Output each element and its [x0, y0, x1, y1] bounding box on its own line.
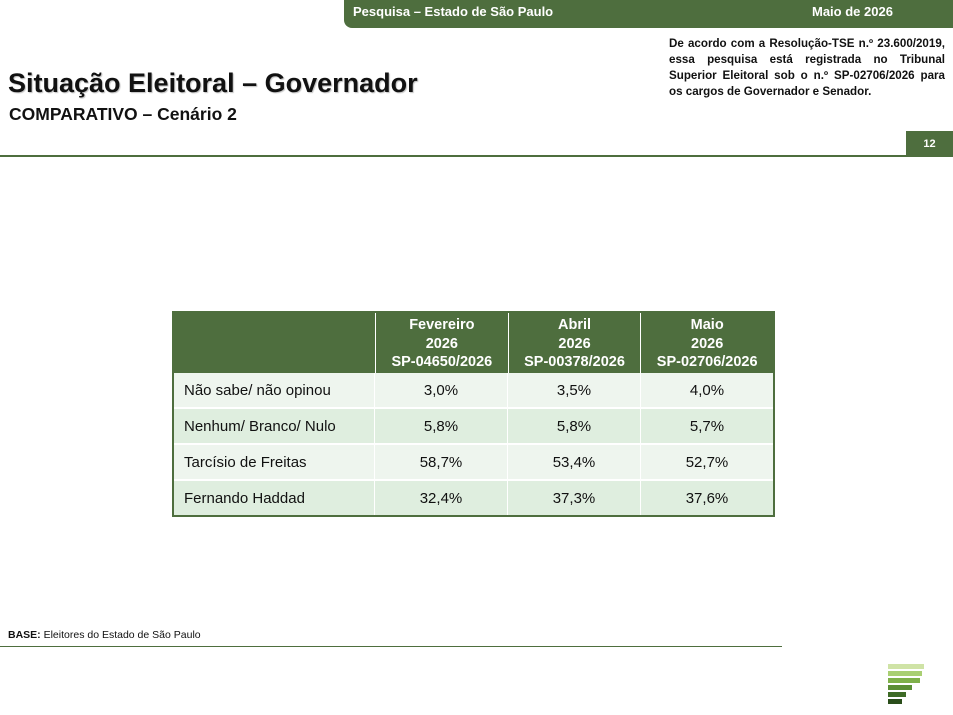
- base-label: BASE:: [8, 629, 41, 641]
- table-cell: 3,0%: [375, 373, 508, 407]
- base-text: Eleitores do Estado de São Paulo: [40, 629, 201, 641]
- top-banner: Pesquisa – Estado de São Paulo Maio de 2…: [344, 0, 953, 28]
- table-row: Tarcísio de Freitas 58,7% 53,4% 52,7%: [174, 443, 773, 479]
- column-month: Fevereiro: [409, 317, 475, 333]
- table-cell: 5,7%: [689, 417, 725, 435]
- base-note: BASE: Eleitores do Estado de São Paulo: [8, 629, 201, 641]
- column-month: Abril: [557, 317, 592, 333]
- table-cell: 5,8%: [375, 409, 508, 443]
- survey-name: Pesquisa – Estado de São Paulo: [353, 4, 554, 19]
- row-label: Nenhum/ Branco/ Nulo: [174, 409, 375, 443]
- table-cell: 3,5%: [508, 373, 641, 407]
- page-subtitle: COMPARATIVO – Cenário 2: [9, 104, 237, 124]
- footer-divider: [0, 646, 782, 647]
- survey-date: Maio de 2026: [812, 4, 893, 19]
- page-title: Situação Eleitoral – Governador: [8, 68, 418, 98]
- table-column-header: Abril 2026 SP-00378/2026: [509, 313, 642, 373]
- row-label: Tarcísio de Freitas: [174, 445, 375, 479]
- table-cell: 58,7%: [375, 445, 508, 479]
- table-row: Nenhum/ Branco/ Nulo 5,8% 5,8% 5,7%: [174, 407, 773, 443]
- table-column-header: Fevereiro 2026 SP-04650/2026: [376, 313, 509, 373]
- row-label: Fernando Haddad: [174, 481, 375, 515]
- column-registration: SP-04650/2026: [391, 354, 493, 370]
- table-cell: 4,0%: [689, 381, 725, 399]
- row-label: Não sabe/ não opinou: [174, 373, 375, 407]
- table-row: Fernando Haddad 32,4% 37,3% 37,6%: [174, 479, 773, 515]
- column-month: Maio: [690, 317, 724, 333]
- table-cell: 53,4%: [508, 445, 641, 479]
- column-year: 2026: [425, 335, 458, 352]
- legal-note: De acordo com a Resolução-TSE n.º 23.600…: [669, 37, 945, 98]
- table-header-row: Fevereiro 2026 SP-04650/2026 Abril 2026 …: [174, 313, 773, 373]
- stacked-bars-logo-icon: [888, 664, 924, 704]
- table-cell: 37,3%: [508, 481, 641, 515]
- table-cell: 5,8%: [508, 409, 641, 443]
- table-column-header: Maio 2026 SP-02706/2026: [641, 313, 773, 373]
- table-cell: 32,4%: [375, 481, 508, 515]
- column-registration: SP-00378/2026: [524, 354, 625, 370]
- table-row: Não sabe/ não opinou 3,0% 3,5% 4,0%: [174, 373, 773, 407]
- column-registration: SP-02706/2026: [656, 354, 758, 370]
- column-year: 2026: [691, 335, 724, 352]
- header-divider: [0, 155, 953, 157]
- table-cell: 52,7%: [685, 453, 729, 471]
- comparison-table: Fevereiro 2026 SP-04650/2026 Abril 2026 …: [172, 311, 775, 517]
- table-cell: 37,6%: [685, 489, 729, 507]
- page-number-badge: 12: [906, 131, 953, 157]
- column-year: 2026: [558, 335, 591, 352]
- table-header-corner: [174, 313, 376, 373]
